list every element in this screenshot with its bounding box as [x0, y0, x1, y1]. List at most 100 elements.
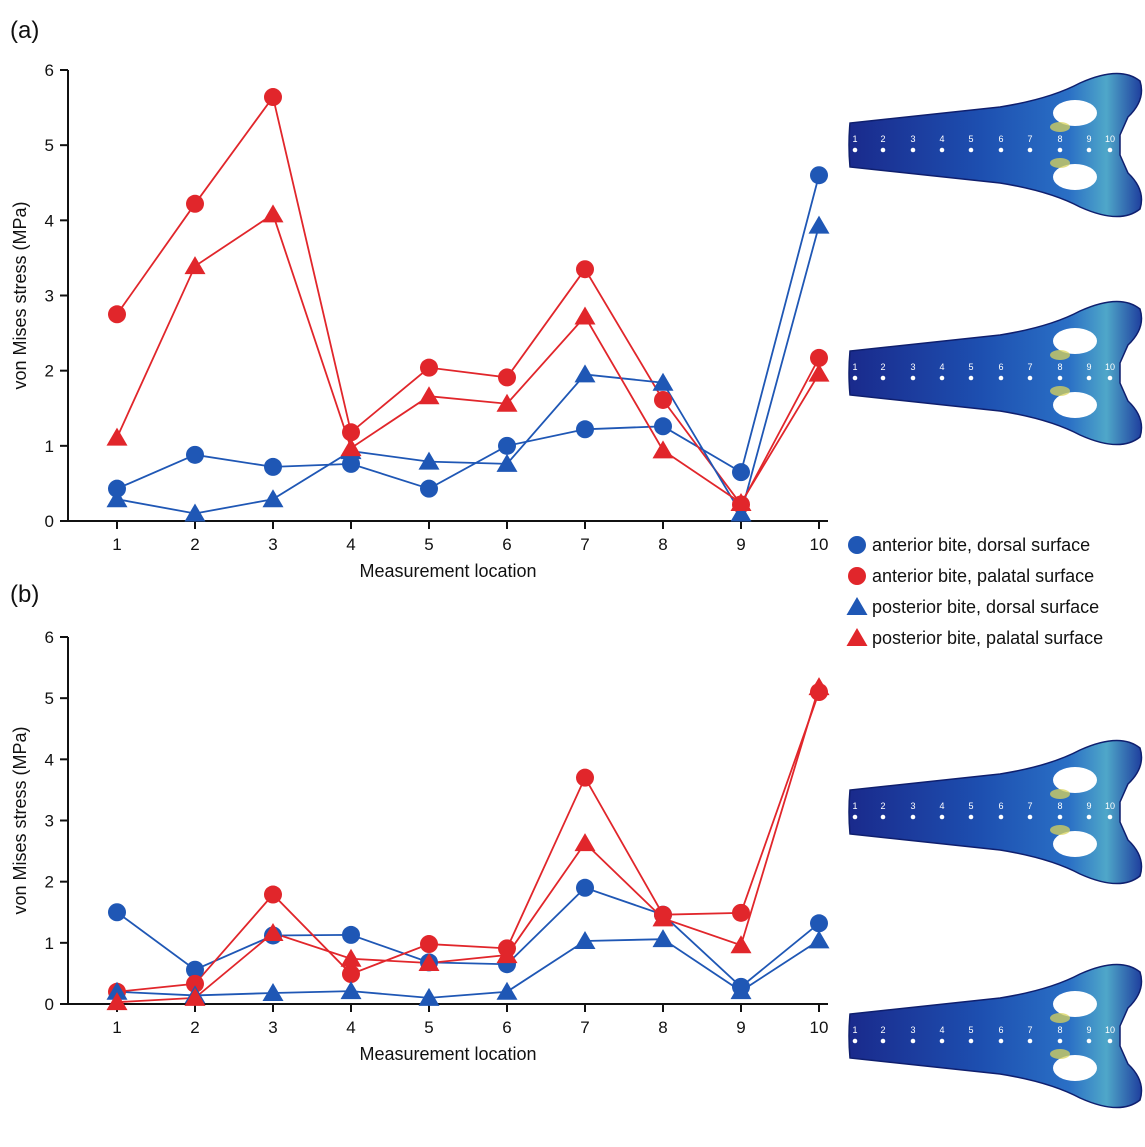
- data-point-b-s3-x9: [730, 981, 752, 1000]
- data-point-a-s2-x1: [108, 305, 126, 324]
- measurement-point: [910, 147, 916, 153]
- data-point-b-s2-x3: [264, 885, 282, 904]
- stress-hotspot: [1050, 158, 1070, 168]
- measurement-point: [880, 814, 886, 820]
- legend-marker: [846, 628, 868, 646]
- measurement-point-label: 7: [1027, 1025, 1032, 1035]
- data-point-b-s3-x10: [808, 930, 830, 949]
- data-point-a-s3-x8: [652, 372, 674, 391]
- measurement-point-label: 9: [1086, 134, 1091, 144]
- measurement-point: [1057, 814, 1063, 820]
- measurement-point: [1107, 147, 1113, 153]
- data-point-b-s1-x7: [576, 878, 594, 897]
- measurement-point-label: 3: [910, 1025, 915, 1035]
- measurement-point: [1057, 147, 1063, 153]
- measurement-point-label: 6: [998, 801, 1003, 811]
- x-tick-label: 10: [810, 535, 829, 554]
- data-point-a-s4-x7: [574, 306, 596, 325]
- stress-hotspot: [1050, 1049, 1070, 1059]
- measurement-point-label: 3: [910, 362, 915, 372]
- measurement-point-label: 4: [939, 1025, 944, 1035]
- measurement-point: [998, 1038, 1004, 1044]
- x-tick-label: 6: [502, 1018, 511, 1037]
- series-line-b-2: [116, 691, 820, 993]
- stress-hotspot: [1050, 825, 1070, 835]
- measurement-point-label: 8: [1057, 801, 1062, 811]
- data-point-b-s4-x7: [574, 833, 596, 852]
- data-point-a-s3-x3: [262, 489, 284, 508]
- skull-fenestra: [1053, 767, 1097, 793]
- measurement-point-label: 1: [852, 801, 857, 811]
- measurement-point: [910, 375, 916, 381]
- measurement-point: [1027, 1038, 1033, 1044]
- skull-outline: [848, 963, 1143, 1109]
- panel-a: (a) 0 1 2 3 4 5 6 1 2 3 4 5 6 7 8 9 10 Measurement locati…: [10, 17, 830, 581]
- data-point-a-s3-x5: [418, 451, 440, 470]
- skull-outline: [848, 739, 1143, 885]
- data-point-b-s2-x9: [732, 903, 750, 922]
- chart-a: 0 1 2 3 4 5 6 1 2 3 4 5 6 7 8 9 10 Measurement location vo…: [10, 61, 830, 581]
- measurement-point-label: 4: [939, 362, 944, 372]
- measurement-point-label: 2: [880, 1025, 885, 1035]
- stress-hotspot: [1050, 122, 1070, 132]
- data-point-b-s3-x7: [574, 930, 596, 949]
- data-point-b-s4-x8: [652, 908, 674, 927]
- measurement-point-label: 6: [998, 1025, 1003, 1035]
- x-axis-label: Measurement location: [359, 1044, 536, 1064]
- data-point-a-s3-x7: [574, 364, 596, 383]
- panel-a-label: (a): [10, 17, 39, 44]
- measurement-point-label: 4: [939, 134, 944, 144]
- measurement-point-label: 7: [1027, 134, 1032, 144]
- measurement-point: [1107, 1038, 1113, 1044]
- measurement-point-label: 3: [910, 134, 915, 144]
- y-tick-label: 5: [45, 689, 54, 708]
- measurement-point-label: 2: [880, 134, 885, 144]
- y-tick-label: 2: [45, 873, 54, 892]
- series-line-b-1: [116, 886, 820, 989]
- measurement-point: [1086, 147, 1092, 153]
- stress-hotspot: [1050, 386, 1070, 396]
- stress-hotspot: [1050, 1013, 1070, 1023]
- stress-hotspot: [1050, 789, 1070, 799]
- skull-fenestra: [1053, 991, 1097, 1017]
- data-point-b-s4-x9: [730, 935, 752, 954]
- measurement-point-label: 6: [998, 134, 1003, 144]
- y-tick-label: 5: [45, 136, 54, 155]
- data-point-b-s3-x4: [340, 981, 362, 1000]
- skull-outline: [848, 300, 1143, 446]
- data-point-a-s1-x3: [264, 457, 282, 476]
- data-point-a-s1-x4: [342, 454, 360, 473]
- x-tick-label: 10: [810, 1018, 829, 1037]
- measurement-point: [998, 375, 1004, 381]
- x-tick-label: 7: [580, 535, 589, 554]
- measurement-point-label: 1: [852, 362, 857, 372]
- data-point-a-s1-x5: [420, 479, 438, 498]
- measurement-point-label: 8: [1057, 1025, 1062, 1035]
- x-tick-label: 7: [580, 1018, 589, 1037]
- measurement-point: [998, 814, 1004, 820]
- data-point-a-s2-x4: [342, 423, 360, 442]
- data-point-b-s4-x5: [418, 953, 440, 972]
- data-point-b-s3-x5: [418, 987, 440, 1006]
- measurement-point: [1057, 375, 1063, 381]
- y-tick-label: 4: [45, 750, 54, 769]
- measurement-point-label: 5: [968, 1025, 973, 1035]
- skull-fenestra: [1053, 100, 1097, 126]
- x-tick-label: 4: [346, 1018, 355, 1037]
- measurement-point: [939, 1038, 945, 1044]
- measurement-point-label: 9: [1086, 362, 1091, 372]
- data-point-a-s3-x2: [184, 503, 206, 522]
- measurement-point-label: 5: [968, 362, 973, 372]
- x-tick-label: 1: [112, 535, 121, 554]
- x-tick-label: 8: [658, 535, 667, 554]
- data-point-b-s4-x2: [184, 987, 206, 1006]
- data-point-a-s1-x7: [576, 420, 594, 439]
- series-line-a-2: [116, 94, 820, 507]
- x-tick-label: 4: [346, 535, 355, 554]
- data-point-a-s4-x6: [496, 393, 518, 412]
- data-point-a-s1-x1: [108, 479, 126, 498]
- data-point-b-s4-x3: [262, 923, 284, 942]
- measurement-point: [852, 375, 858, 381]
- measurement-point: [1027, 375, 1033, 381]
- data-point-b-s3-x1: [106, 981, 128, 1000]
